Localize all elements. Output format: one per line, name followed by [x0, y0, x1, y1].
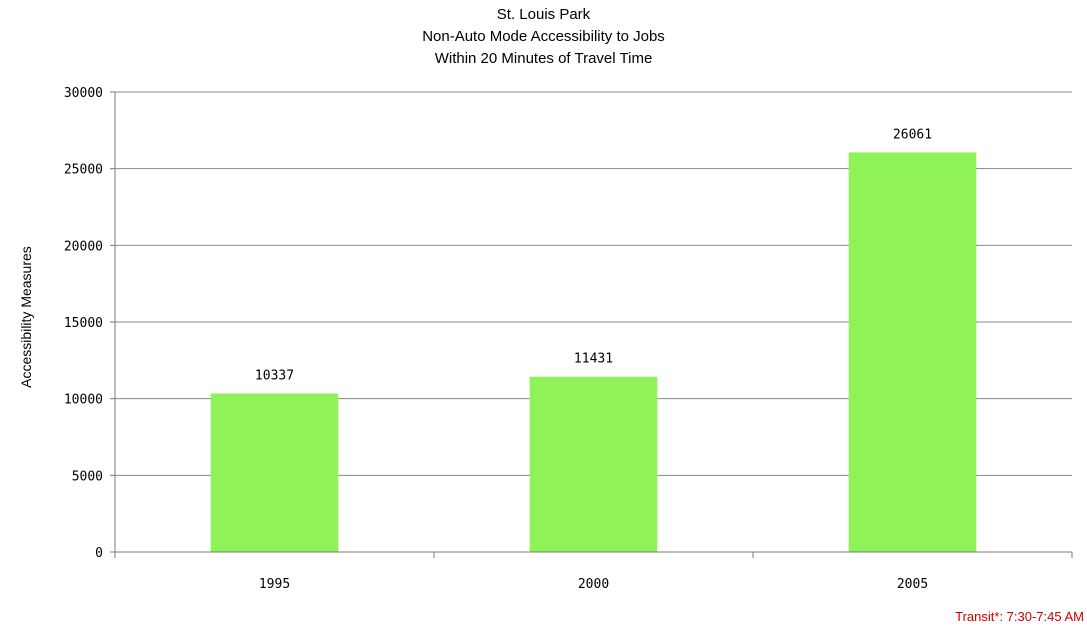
bar-2005 — [848, 152, 977, 552]
y-tick-label: 0 — [95, 546, 103, 561]
footnote: Transit*: 7:30-7:45 AM — [955, 609, 1084, 624]
x-tick-label: 2005 — [897, 577, 928, 592]
bar-1995 — [210, 393, 339, 552]
y-tick-label: 25000 — [64, 163, 103, 178]
bars — [210, 152, 977, 552]
y-tick-label: 5000 — [72, 469, 103, 484]
y-tick-label: 30000 — [64, 86, 103, 101]
data-label: 11431 — [574, 352, 613, 367]
labels: 0 5000 10000 15000 20000 25000 30000 10337 1995 1… — [64, 86, 932, 592]
data-label: 10337 — [255, 368, 294, 383]
chart-title-line-2: Non-Auto Mode Accessibility to Jobs — [422, 28, 665, 45]
y-tick-label: 10000 — [64, 393, 103, 408]
chart-title-line-1: St. Louis Park — [496, 6, 591, 23]
x-tick-label: 1995 — [259, 577, 290, 592]
axes — [110, 91, 1073, 558]
y-tick-label: 20000 — [64, 239, 103, 254]
chart-title-line-3: Within 20 Minutes of Travel Time — [434, 50, 653, 67]
bar-2000 — [529, 376, 658, 552]
chart-title: St. Louis Park Non-Auto Mode Accessibili… — [0, 4, 1087, 70]
y-tick-label: 15000 — [64, 316, 103, 331]
data-label: 26061 — [893, 127, 932, 142]
x-tick-label: 2000 — [578, 577, 609, 592]
